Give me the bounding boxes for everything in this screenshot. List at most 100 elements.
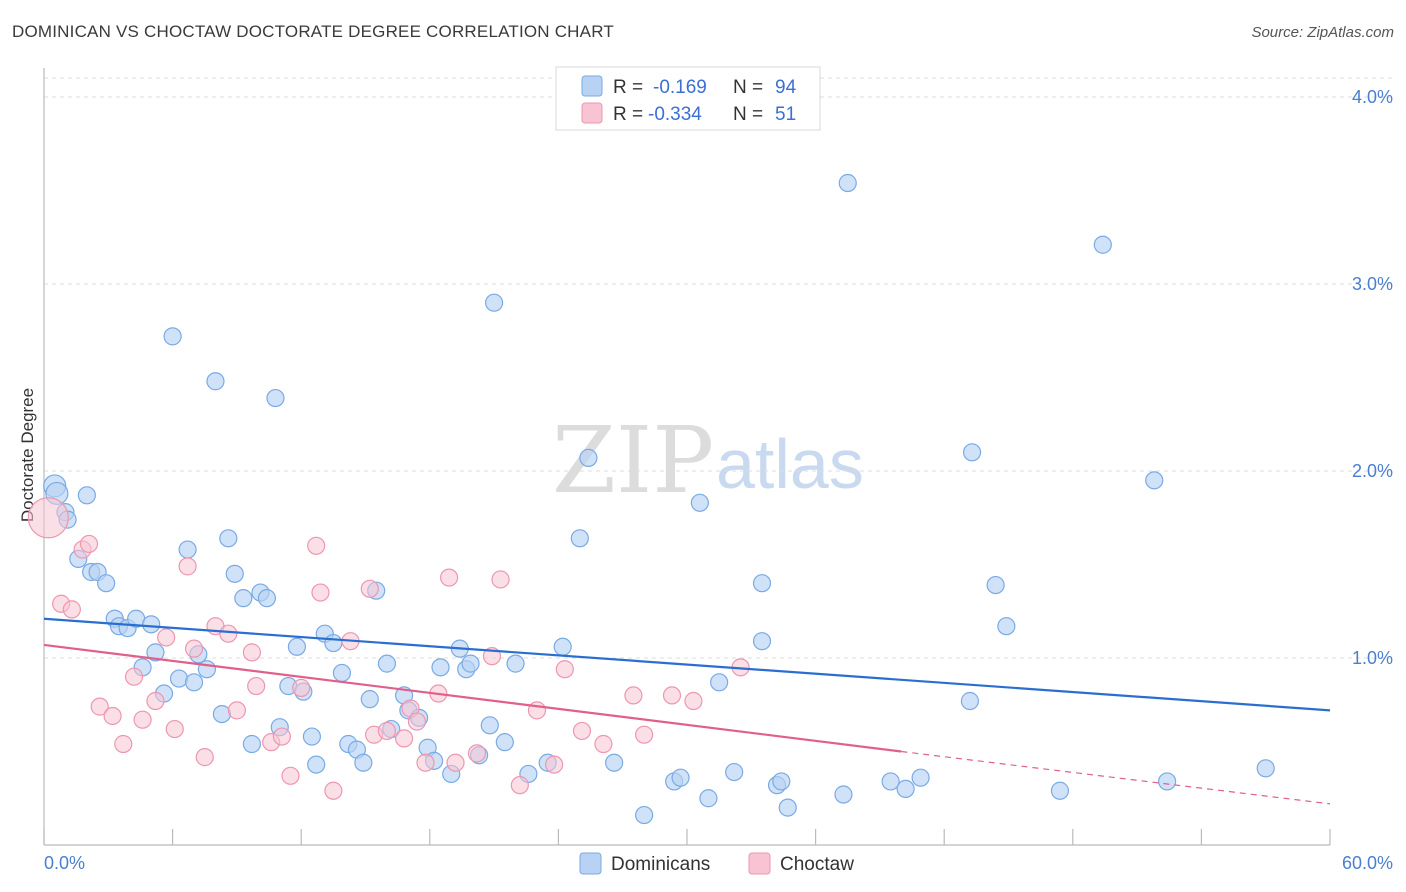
dominicans-point	[242, 734, 262, 754]
watermark-atlas: atlas	[716, 425, 864, 503]
x-tick-labels: 0.0% 60.0%	[44, 853, 1393, 873]
series-legend: Dominicans Choctaw	[579, 852, 854, 875]
choctaw-point	[446, 753, 465, 772]
choctaw-points	[27, 497, 750, 800]
legend-n-label: N =	[733, 77, 763, 98]
dominicans-point	[431, 658, 450, 677]
dominicans-point	[266, 388, 285, 408]
axes	[43, 68, 1331, 846]
chart-title: DOMINICAN VS CHOCTAW DOCTORATE DEGREE CO…	[12, 22, 614, 41]
choctaw-point	[90, 697, 109, 716]
dominicans-point	[725, 762, 744, 782]
dominicans-point	[77, 486, 96, 505]
choctaw-point	[416, 753, 435, 772]
choctaw-point	[572, 721, 592, 741]
dominicans-point	[699, 789, 718, 808]
trend-lines	[43, 617, 1331, 805]
choctaw-point	[178, 557, 197, 576]
choctaw-point	[165, 719, 184, 739]
choctaw-trend-extension	[901, 750, 1331, 805]
dominicans-point	[506, 654, 525, 673]
dominicans-point	[354, 753, 373, 772]
choctaw-point	[324, 781, 343, 800]
dominicans-point	[307, 755, 326, 774]
choctaw-point	[133, 710, 152, 729]
dominicans-point	[257, 589, 277, 608]
dominicans-point	[960, 691, 980, 711]
dominicans-point	[495, 733, 514, 752]
dominicans-point	[206, 372, 225, 391]
legend-n-label: N =	[733, 104, 763, 125]
dominicans-point	[97, 574, 116, 593]
choctaw-point	[281, 766, 300, 785]
dominicans-point	[287, 637, 307, 656]
dominicans-point	[225, 564, 244, 583]
choctaw-point	[227, 701, 246, 720]
dominicans-point	[142, 615, 161, 634]
dominicans-point	[834, 785, 853, 804]
choctaw-point	[307, 536, 326, 555]
dominicans-point	[1145, 471, 1164, 490]
choctaw-point	[594, 734, 613, 754]
dominicans-point	[635, 805, 654, 825]
legend-r-value: -0.334	[648, 104, 702, 125]
dominicans-point	[197, 660, 216, 679]
dominicans-point	[896, 779, 915, 799]
legend-r-value: -0.169	[653, 77, 707, 98]
bottom-legend-dominicans: Dominicans	[611, 854, 710, 875]
choctaw-point	[219, 624, 238, 643]
legend-swatch-dominicans	[581, 75, 603, 97]
choctaw-point	[242, 643, 262, 662]
dominicans-point	[838, 173, 857, 193]
dominicans-point	[234, 589, 253, 608]
bottom-legend-swatch-dominicans	[579, 852, 602, 875]
choctaw-point	[27, 497, 69, 539]
dominicans-point	[332, 663, 352, 683]
choctaw-point	[377, 721, 397, 741]
dominicans-point	[163, 327, 182, 346]
bottom-legend-swatch-choctaw	[748, 852, 771, 875]
legend-n-value: 94	[775, 77, 797, 98]
watermark-zip: ZIP	[552, 407, 714, 514]
dominicans-point	[461, 654, 480, 673]
choctaw-trend-line	[43, 643, 902, 753]
choctaw-point	[467, 744, 487, 763]
y-tick-label: 2.0%	[1352, 461, 1393, 481]
choctaw-point	[247, 676, 266, 696]
choctaw-point	[62, 600, 81, 619]
grid-lines	[44, 77, 1392, 659]
dominicans-point	[1158, 772, 1177, 791]
dominicans-point	[570, 529, 589, 548]
choctaw-point	[195, 748, 214, 767]
dominicans-point	[752, 632, 772, 651]
choctaw-point	[555, 660, 574, 679]
dominicans-point	[752, 574, 772, 593]
bottom-legend-choctaw: Choctaw	[780, 854, 854, 875]
legend-r-label: R =	[613, 77, 643, 98]
y-tick-label: 1.0%	[1352, 648, 1393, 668]
choctaw-point	[635, 725, 654, 744]
dominicans-point	[579, 448, 598, 468]
legend-r-label: R =	[613, 104, 643, 125]
dominicans-point	[553, 637, 572, 656]
choctaw-point	[124, 667, 144, 686]
choctaw-point	[146, 691, 165, 711]
source-credit: Source: ZipAtlas.com	[1251, 24, 1394, 41]
dominicans-point	[671, 768, 690, 787]
y-tick-labels: 1.0% 2.0% 3.0% 4.0%	[1352, 87, 1393, 668]
dominicans-point	[169, 669, 189, 688]
dominicans-point	[772, 772, 791, 791]
dominicans-point	[219, 529, 238, 548]
y-tick-label: 4.0%	[1352, 87, 1393, 107]
dominicans-point	[480, 716, 499, 735]
dominicans-point	[778, 798, 797, 817]
y-tick-label: 3.0%	[1352, 274, 1393, 294]
choctaw-point	[311, 583, 330, 602]
stats-legend: R = -0.169 N = 94 R = -0.334 N = 51	[555, 66, 821, 131]
dominicans-point	[962, 443, 982, 462]
choctaw-point	[79, 534, 99, 554]
choctaw-point	[684, 691, 703, 711]
legend-n-value: 51	[775, 104, 796, 125]
choctaw-point	[624, 686, 643, 705]
